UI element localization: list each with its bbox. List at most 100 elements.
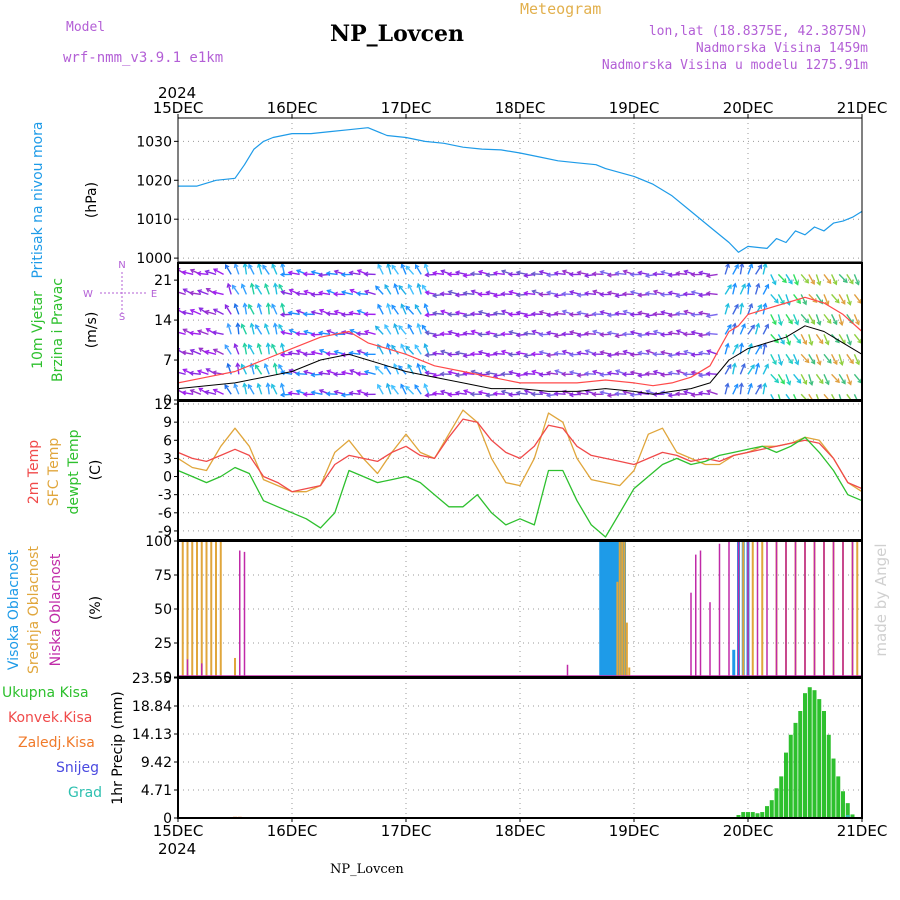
wind-arrow [414,264,422,275]
wind-arrow-head [864,300,868,304]
wind-arrow-head [802,379,808,386]
wind-arrow-head [569,289,575,295]
wind-arrow-head [507,392,513,398]
wind-arrow [243,383,248,395]
cloud-bar [695,554,697,677]
wind-arrow-head [355,371,361,377]
wind-arrow-head [454,350,460,356]
wind-arrow-head [545,272,551,278]
wind-arrow-head [675,351,681,357]
wind-arrow-head [824,380,830,386]
cloud-ytick-label: 0 [163,670,172,686]
wind-arrow-head [523,272,529,279]
wind-arrow-head [414,384,419,390]
x-tick-label-top: 21DEC [837,99,888,117]
wind-arrow [777,273,787,283]
wind-arrow-head [485,290,491,296]
wind-arrow-head [279,342,285,348]
wind-arrow-head [568,311,574,318]
wind-arrow [264,283,270,295]
wind-arrow [405,305,415,315]
wind-arrow-head [423,263,429,269]
wind-arrow-head [325,351,331,357]
wind-arrow [554,312,566,316]
wind-arrow-head [832,360,838,366]
wind-arrow-head [485,392,491,398]
wind-arrow [257,263,263,275]
wind-arrow-head [683,389,689,395]
wind-arrow-head [810,319,816,325]
cloud-bar [599,541,603,677]
wind-arrow-head [675,391,681,397]
wind-arrow [808,334,813,346]
wind-arrow-head [599,291,604,298]
wind-arrow-head [553,270,559,276]
wind-arrow-head [705,313,711,319]
wind-arrow-head [423,343,429,349]
wind-arrow-head [249,322,255,328]
cloud-bar [625,622,628,677]
temp-ylabel-1: 2m Temp [26,440,42,504]
wind-arrow-head [508,370,514,376]
wind-arrow-head [492,351,498,357]
wind-arrow [800,294,807,305]
wind-arrow [234,343,240,355]
wind-arrow [267,383,270,395]
wind-arrow-head [398,365,403,370]
wind-arrow-head [644,331,650,337]
wind-arrow-head [659,372,665,378]
wind-arrow-head [205,328,211,333]
wind-arrow-head [356,269,362,274]
wind-arrow-head [212,308,218,314]
wind-arrow [524,372,536,376]
wind-arrow-head [447,329,453,335]
wind-arrow-head [629,290,635,296]
cloud-bar [616,581,619,677]
wind-arrow [831,373,840,383]
wind-arrow-head [764,283,770,289]
wind-arrow-head [705,331,711,337]
wind-arrow [178,293,179,295]
wind-arrow-head [584,349,590,355]
wind-arrow-head [576,292,582,298]
precip-bar [831,758,836,818]
wind-arrow-head [333,389,339,395]
wind-arrow-head [757,303,762,309]
precip-bar [793,722,798,818]
wind-arrow [547,331,559,336]
wind-arrow-head [738,342,745,348]
wind-arrow-head [447,271,452,277]
pressure-line [178,127,863,253]
wind-arrow-head [348,390,354,396]
wind-arrow-head [530,391,536,397]
precip-legend-item: Zaledj.Kisa [18,735,95,751]
wind-arrow-head [523,330,529,337]
wind-arrow [724,324,732,335]
wind-arrow [732,264,739,275]
wind-arrow [414,304,422,315]
model-name: wrf-nmm_v3.9.1 e1km [63,50,224,66]
wind-arrow-head [447,392,453,398]
wind-arrow-head [621,371,627,377]
wind-arrow [800,373,807,385]
wind-arrow [706,313,718,317]
wind-arrow [288,392,300,395]
wind-arrow-head [508,289,514,295]
wind-arrow [838,273,848,283]
wind-arrow-head [606,330,612,336]
wind-arrow [213,308,224,315]
cloud-bar [608,541,612,677]
wind-arrow [577,351,589,356]
wind-arrow-head [538,291,544,298]
wind-arrow-head [262,264,267,270]
wind-arrow-head [802,340,808,346]
wind-arrow-head [272,322,278,328]
wind-arrow-head [181,270,187,276]
wind-arrow-head [675,311,681,317]
cloud-bar [210,541,213,677]
wind-arrow-head [240,363,246,369]
wind-arrow-head [398,284,404,290]
wind-arrow-head [424,272,430,278]
wind-arrow-head [231,284,237,290]
wind-arrow [356,292,369,296]
